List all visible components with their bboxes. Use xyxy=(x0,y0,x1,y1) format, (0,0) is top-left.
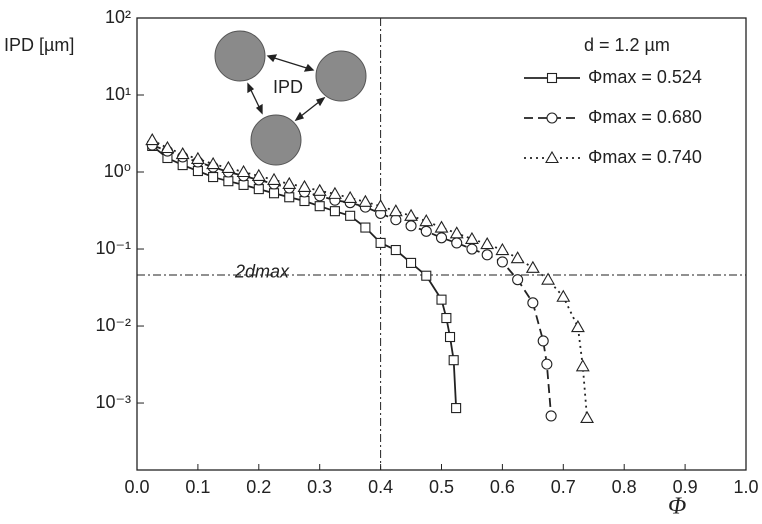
marker xyxy=(421,270,432,281)
marker xyxy=(314,201,325,212)
marker xyxy=(206,156,221,170)
marker xyxy=(545,150,559,164)
x-tick-label: 0.0 xyxy=(124,477,149,497)
y-tick-label: 10⁻² xyxy=(95,315,131,335)
inset-diagram xyxy=(214,30,367,166)
marker xyxy=(541,358,553,370)
marker xyxy=(390,214,402,226)
marker xyxy=(556,289,571,302)
marker xyxy=(546,72,558,84)
marker xyxy=(575,359,590,372)
marker xyxy=(434,220,449,233)
y-tick-label: 10¹ xyxy=(105,84,131,104)
marker xyxy=(390,244,401,256)
x-tick-label: 0.5 xyxy=(429,477,454,497)
marker xyxy=(480,236,495,250)
x-tick-label: 0.2 xyxy=(246,477,271,497)
y-axis-label: IPD [µm] xyxy=(4,35,74,55)
marker xyxy=(449,226,464,239)
marker xyxy=(537,335,549,347)
marker xyxy=(405,220,417,232)
marker xyxy=(466,243,478,255)
marker xyxy=(268,188,280,199)
marker xyxy=(253,184,264,195)
x-tick-label: 1.0 xyxy=(733,477,758,497)
marker xyxy=(192,165,203,177)
marker xyxy=(375,237,386,248)
marker xyxy=(282,176,297,189)
marker xyxy=(223,176,234,187)
marker xyxy=(373,199,388,212)
annotation: 2dmax xyxy=(234,262,290,282)
x-tick-label: 0.7 xyxy=(551,477,576,497)
marker xyxy=(175,146,190,160)
legend-label: Φmax = 0.524 xyxy=(588,67,702,87)
marker xyxy=(435,232,448,244)
marker xyxy=(208,172,219,183)
marker xyxy=(525,260,540,273)
marker xyxy=(580,410,594,424)
marker xyxy=(329,206,340,217)
marker xyxy=(510,251,525,264)
marker xyxy=(546,112,558,124)
y-tick-label: 10⁻³ xyxy=(95,392,131,412)
marker xyxy=(451,237,463,249)
marker xyxy=(160,140,175,154)
marker xyxy=(448,355,459,366)
marker xyxy=(297,179,312,192)
marker xyxy=(236,164,251,178)
series-line xyxy=(151,144,553,417)
x-axis-label: Φ xyxy=(668,494,686,520)
y-tick-label: 10⁻¹ xyxy=(95,238,131,258)
x-tick-label: 0.1 xyxy=(185,477,210,497)
marker xyxy=(496,256,508,268)
marker xyxy=(451,403,462,414)
marker xyxy=(145,132,160,146)
marker xyxy=(541,272,556,285)
marker xyxy=(284,192,295,203)
x-tick-label: 0.9 xyxy=(673,477,698,497)
marker xyxy=(267,172,281,185)
marker xyxy=(444,331,456,343)
marker xyxy=(327,186,342,199)
marker xyxy=(343,190,358,204)
marker xyxy=(405,257,417,268)
marker xyxy=(419,214,434,227)
x-tick-label: 0.8 xyxy=(612,477,637,497)
marker xyxy=(345,210,356,221)
marker xyxy=(312,183,327,196)
marker xyxy=(441,312,452,324)
marker xyxy=(238,179,249,190)
marker xyxy=(388,204,403,217)
marker xyxy=(221,160,236,173)
marker xyxy=(527,297,539,309)
marker xyxy=(436,294,447,305)
marker xyxy=(404,208,418,221)
marker xyxy=(495,242,510,256)
marker xyxy=(251,168,266,181)
y-tick-label: 10⁰ xyxy=(104,161,131,181)
marker xyxy=(465,231,479,245)
marker xyxy=(481,249,493,261)
x-tick-label: 0.6 xyxy=(490,477,515,497)
marker xyxy=(512,274,524,286)
marker xyxy=(545,410,557,422)
marker xyxy=(299,195,310,207)
marker xyxy=(190,151,205,164)
marker xyxy=(360,222,371,233)
inset-label: IPD xyxy=(273,77,303,97)
x-tick-label: 0.3 xyxy=(307,477,332,497)
marker xyxy=(358,194,373,207)
legend-label: Φmax = 0.740 xyxy=(588,147,702,167)
x-tick-label: 0.4 xyxy=(368,477,393,497)
marker xyxy=(420,225,432,237)
legend-label: Φmax = 0.680 xyxy=(588,107,702,127)
marker xyxy=(570,319,585,333)
y-tick-label: 10² xyxy=(105,7,131,27)
legend-title: d = 1.2 µm xyxy=(584,35,670,55)
